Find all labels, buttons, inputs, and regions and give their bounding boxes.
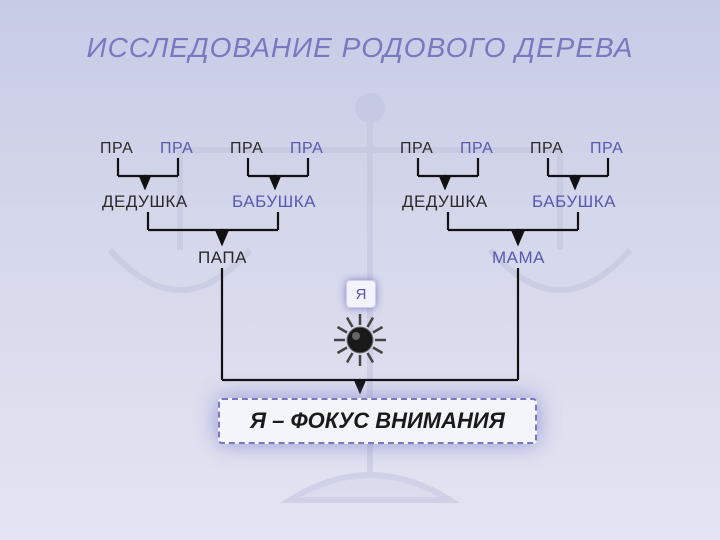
tree-label: ПРА xyxy=(100,140,133,158)
tree-label: ПРА xyxy=(460,140,493,158)
tree-label: БАБУШКА xyxy=(232,192,316,212)
tree-label: ПРА xyxy=(530,140,563,158)
scales-watermark xyxy=(0,0,720,540)
slide-title: ИССЛЕДОВАНИЕ РОДОВОГО ДЕРЕВА xyxy=(0,32,720,64)
tree-label: ПРА xyxy=(290,140,323,158)
self-badge-text: Я xyxy=(356,286,367,303)
tree-label: ПРА xyxy=(230,140,263,158)
tree-label: ПАПА xyxy=(198,248,247,268)
self-badge: Я xyxy=(346,280,376,308)
tree-label: ПРА xyxy=(160,140,193,158)
tree-label: ПРА xyxy=(590,140,623,158)
tree-arrows xyxy=(0,0,720,540)
tree-label: ДЕДУШКА xyxy=(102,192,188,212)
slide-stage: ИССЛЕДОВАНИЕ РОДОВОГО ДЕРЕВА ПРА ПРА ПРА ПР… xyxy=(0,0,720,540)
sun-icon xyxy=(0,0,720,540)
tree-label: БАБУШКА xyxy=(532,192,616,212)
tree-label: ДЕДУШКА xyxy=(402,192,488,212)
focus-caption-text: Я – ФОКУС ВНИМАНИЯ xyxy=(250,408,505,433)
tree-label: ПРА xyxy=(400,140,433,158)
focus-caption: Я – ФОКУС ВНИМАНИЯ xyxy=(218,398,537,444)
tree-label: МАМА xyxy=(492,248,545,268)
